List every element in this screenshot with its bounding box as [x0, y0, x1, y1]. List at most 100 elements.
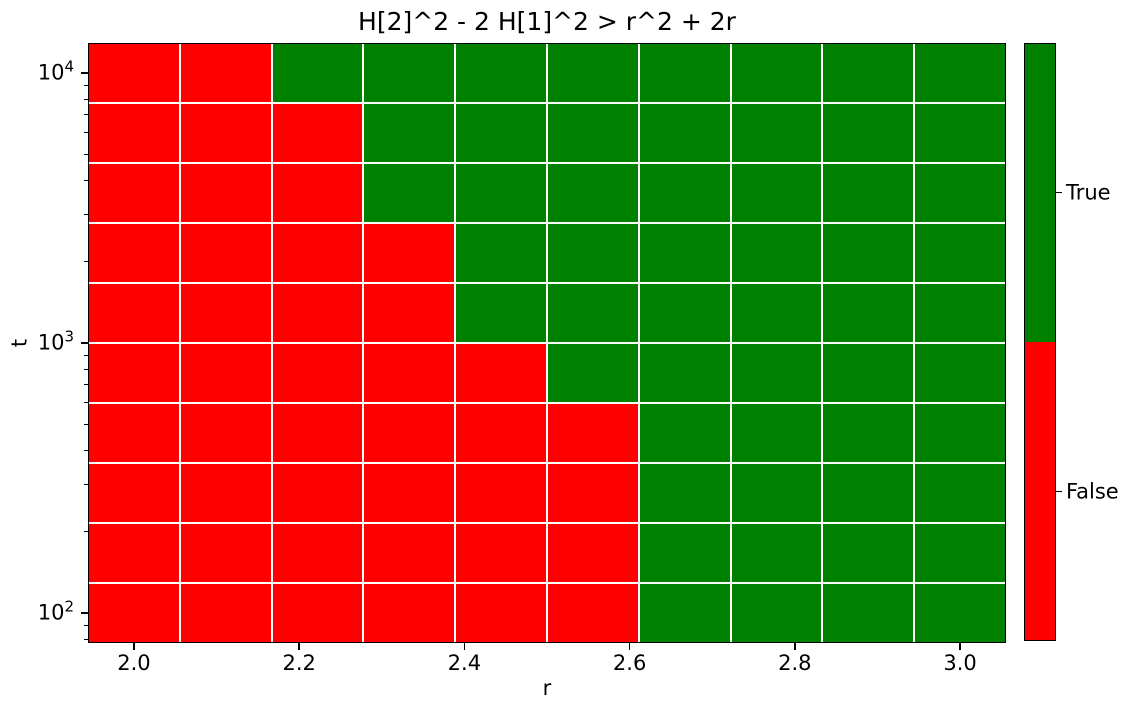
heatmap-cell: [823, 284, 914, 342]
heatmap-cell: [272, 224, 363, 282]
heatmap-cell: [272, 584, 363, 642]
heatmap-cell: [823, 224, 914, 282]
heatmap-cell: [548, 464, 638, 522]
heatmap-cell: [639, 464, 730, 522]
heatmap-cell: [364, 284, 455, 342]
heatmap-cell: [456, 284, 546, 342]
heatmap-cell: [364, 584, 455, 642]
heatmap-cell: [823, 524, 914, 582]
x-tick: [298, 643, 300, 650]
heatmap-cell: [272, 164, 363, 222]
y-axis-label: t: [7, 338, 32, 348]
heatmap-cell: [915, 344, 1005, 402]
heatmap-cell: [548, 524, 638, 582]
heatmap-cell: [364, 464, 455, 522]
heatmap-cell: [915, 524, 1005, 582]
x-tick-label: 3.0: [943, 651, 977, 675]
heatmap-cell: [915, 104, 1005, 162]
heatmap-cell: [272, 284, 363, 342]
heatmap-cell: [456, 584, 546, 642]
heatmap-cell: [639, 284, 730, 342]
heatmap-cell: [731, 404, 822, 462]
heatmap-cell: [823, 104, 914, 162]
heatmap-cell: [731, 164, 822, 222]
heatmap-cell: [915, 404, 1005, 462]
heatmap-cell: [364, 164, 455, 222]
heatmap-cell: [180, 344, 271, 402]
heatmap-cell: [456, 404, 546, 462]
heatmap-cell: [89, 44, 179, 102]
heatmap-grid: [89, 44, 1005, 642]
heatmap-cell: [915, 224, 1005, 282]
heatmap-cell: [639, 524, 730, 582]
heatmap-cell: [89, 524, 179, 582]
heatmap-cell: [639, 44, 730, 102]
heatmap-cell: [639, 584, 730, 642]
x-tick: [133, 643, 135, 650]
y-tick-label: 102: [37, 597, 74, 625]
heatmap-cell: [180, 44, 271, 102]
heatmap-cell: [915, 44, 1005, 102]
heatmap-cell: [180, 284, 271, 342]
y-tick: [81, 72, 88, 74]
heatmap-cell: [823, 44, 914, 102]
heatmap-cell: [364, 344, 455, 402]
x-tick: [793, 643, 796, 650]
x-axis-label: r: [542, 676, 552, 700]
x-tick-label: 2.2: [282, 651, 316, 675]
heatmap-cell: [272, 104, 363, 162]
heatmap-cell: [456, 464, 546, 522]
heatmap-cell: [548, 404, 638, 462]
heatmap-cell: [456, 224, 546, 282]
heatmap-cell: [272, 44, 363, 102]
colorbar-true-tick: [1056, 191, 1062, 194]
heatmap-cell: [180, 104, 271, 162]
heatmap-cell: [548, 584, 638, 642]
heatmap-cell: [89, 224, 179, 282]
heatmap-cell: [456, 104, 546, 162]
heatmap-cell: [89, 584, 179, 642]
heatmap-cell: [915, 164, 1005, 222]
heatmap-cell: [272, 524, 363, 582]
x-tick-label: 2.6: [612, 651, 647, 675]
y-tick: [81, 342, 88, 344]
heatmap-cell: [456, 44, 546, 102]
heatmap-cell: [456, 344, 546, 402]
heatmap-cell: [456, 164, 546, 222]
heatmap-cell: [272, 404, 363, 462]
heatmap-cell: [915, 284, 1005, 342]
colorbar-true-segment: [1025, 44, 1055, 342]
x-tick-label: 2.4: [447, 651, 482, 675]
heatmap-cell: [731, 584, 822, 642]
y-tick: [81, 612, 88, 614]
chart-title: H[2]^2 - 2 H[1]^2 > r^2 + 2r: [358, 7, 736, 36]
heatmap-cell: [364, 224, 455, 282]
heatmap-cell: [89, 284, 179, 342]
heatmap-cell: [915, 584, 1005, 642]
heatmap-cell: [639, 164, 730, 222]
x-tick: [959, 643, 961, 650]
heatmap-cell: [180, 404, 271, 462]
heatmap-cell: [272, 464, 363, 522]
heatmap-cell: [731, 344, 822, 402]
colorbar-false-label: False: [1066, 479, 1119, 503]
colorbar: [1024, 43, 1056, 641]
colorbar-false-segment: [1025, 342, 1055, 640]
heatmap-cell: [180, 164, 271, 222]
heatmap-cell: [823, 584, 914, 642]
x-tick-label: 2.0: [117, 651, 151, 675]
heatmap-cell: [272, 344, 363, 402]
heatmap-cell: [89, 404, 179, 462]
heatmap-cell: [731, 524, 822, 582]
heatmap-cell: [823, 164, 914, 222]
heatmap-cell: [731, 224, 822, 282]
colorbar-false-tick: [1056, 490, 1062, 493]
heatmap-cell: [548, 284, 638, 342]
heatmap-cell: [823, 344, 914, 402]
heatmap-cell: [180, 584, 271, 642]
heatmap-cell: [364, 404, 455, 462]
heatmap-cell: [731, 104, 822, 162]
heatmap-cell: [548, 104, 638, 162]
heatmap-cell: [180, 524, 271, 582]
